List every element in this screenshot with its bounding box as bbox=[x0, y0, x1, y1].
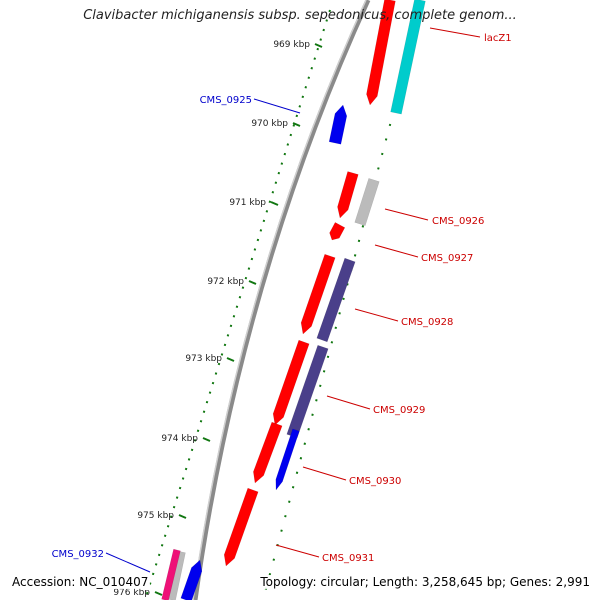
gene-cms0932-pseudo bbox=[161, 548, 181, 600]
gene-cms0929-block bbox=[286, 344, 329, 439]
leader-line bbox=[374, 244, 419, 258]
leader-line bbox=[384, 208, 429, 221]
gene-rrna-block bbox=[390, 0, 426, 115]
tick-label: 973 kbp bbox=[185, 354, 222, 364]
gene-label-cms0929[interactable]: CMS_0929 bbox=[373, 405, 425, 416]
tick-label: 975 kbp bbox=[137, 511, 174, 521]
inner-ring bbox=[262, 94, 399, 600]
backbone bbox=[192, 0, 371, 600]
tick-mark bbox=[178, 514, 187, 519]
leader-line bbox=[326, 395, 371, 410]
accession-label: Accession: NC_010407 bbox=[10, 575, 151, 589]
leader-line bbox=[275, 544, 320, 558]
gene-cms0930-arrow bbox=[253, 421, 283, 484]
gene-label-cms0925[interactable]: CMS_0925 bbox=[200, 95, 252, 106]
leader-line bbox=[429, 27, 481, 38]
gene-label-cms0930[interactable]: CMS_0930 bbox=[349, 476, 401, 487]
tick-label: 970 kbp bbox=[251, 119, 288, 129]
tick-mark bbox=[202, 437, 211, 442]
leader-line bbox=[354, 308, 399, 322]
tick-label: 972 kbp bbox=[207, 277, 244, 287]
gene-lacZ1-arrow bbox=[366, 0, 396, 106]
backbone-highlight bbox=[192, 0, 367, 600]
gene-label-cms0926[interactable]: CMS_0926 bbox=[432, 216, 484, 227]
tick-label: 976 kbp bbox=[113, 588, 150, 598]
map-title: Clavibacter michiganensis subsp. sepedon… bbox=[83, 8, 517, 23]
tick-mark bbox=[314, 43, 323, 48]
leader-line bbox=[302, 466, 347, 481]
gene-cms0931-arrow bbox=[223, 487, 259, 567]
gene-cms0929-arrow bbox=[272, 339, 310, 426]
gene-cms0926-arrow bbox=[337, 171, 359, 219]
tick-mark bbox=[270, 201, 279, 206]
genome-summary: Topology: circular; Length: 3,258,645 bp… bbox=[258, 575, 592, 589]
tick-label: 974 kbp bbox=[161, 434, 198, 444]
gene-label-cms0927[interactable]: CMS_0927 bbox=[421, 253, 473, 264]
leader-line bbox=[105, 552, 151, 573]
gene-label-cms0932[interactable]: CMS_0932 bbox=[52, 549, 104, 560]
gene-cms0925-arrow bbox=[328, 104, 348, 145]
gene-label-cms0928[interactable]: CMS_0928 bbox=[401, 317, 453, 328]
gene-label-lacz1[interactable]: lacZ1 bbox=[484, 33, 512, 44]
tick-label: 971 kbp bbox=[229, 198, 266, 208]
gene-trna-block bbox=[354, 178, 380, 226]
gene-cms0927-arrow bbox=[329, 222, 346, 241]
tick-label: 969 kbp bbox=[273, 40, 310, 50]
gene-cms0928-block bbox=[316, 257, 356, 343]
gene-cms0932-arrow bbox=[180, 559, 203, 600]
tick-mark bbox=[292, 122, 301, 127]
tick-mark bbox=[154, 591, 163, 596]
leader-line bbox=[253, 98, 301, 114]
tick-mark bbox=[226, 357, 235, 362]
gene-label-cms0931[interactable]: CMS_0931 bbox=[322, 553, 374, 564]
gene-cms0930-forward bbox=[275, 428, 300, 491]
tick-mark bbox=[248, 280, 257, 285]
gene-cms0928-arrow bbox=[300, 253, 336, 335]
